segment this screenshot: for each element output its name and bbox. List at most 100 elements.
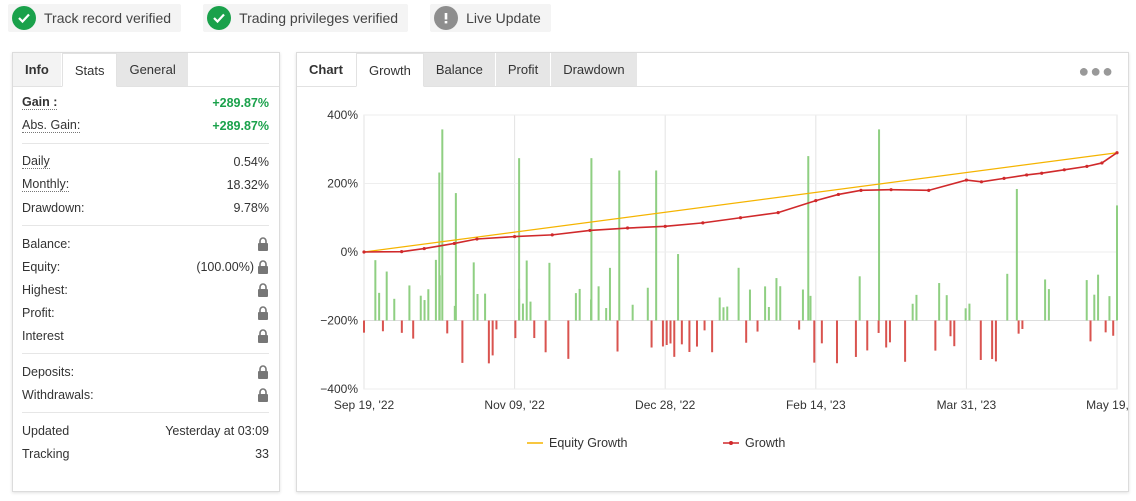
daily-loss-bar <box>885 320 888 348</box>
legend-label: Equity Growth <box>549 436 628 450</box>
tracking-row: Tracking 33 <box>22 442 269 465</box>
growth-point <box>452 241 456 246</box>
daily-loss-bar <box>446 320 449 334</box>
abs-gain-value: +289.87% <box>212 118 269 133</box>
gain-label[interactable]: Gain : <box>22 95 58 110</box>
updated-label: Updated <box>22 423 70 438</box>
daily-loss-bar <box>854 320 857 357</box>
daily-gain-bar <box>809 295 812 321</box>
daily-loss-bar <box>1112 320 1115 336</box>
abs-gain-label[interactable]: Abs. Gain: <box>22 118 81 133</box>
daily-gain-bar <box>385 271 388 321</box>
legend-label: Growth <box>745 436 785 450</box>
x-tick-label: Nov 09, '22 <box>484 398 545 412</box>
daily-loss-bar <box>1104 320 1107 333</box>
daily-loss-bar <box>835 320 838 364</box>
equity-row: Equity: (100.00%) <box>22 255 269 278</box>
daily-loss-bar <box>680 320 683 345</box>
daily-loss-bar <box>381 320 384 332</box>
daily-loss-bar <box>665 320 668 346</box>
updated-value: Yesterday at 03:09 <box>165 423 269 438</box>
daily-loss-bar <box>363 320 365 333</box>
tab-balance[interactable]: Balance <box>423 53 496 86</box>
tab-info[interactable]: Info <box>13 53 62 86</box>
more-options-icon[interactable]: ●●● <box>1078 61 1114 81</box>
monthly-label[interactable]: Monthly: <box>22 177 70 192</box>
daily-gain-bar <box>434 259 437 321</box>
growth-point <box>475 237 479 241</box>
growth-point <box>1002 176 1006 180</box>
daily-loss-bar <box>1017 320 1020 334</box>
daily-loss-bar <box>461 320 464 363</box>
deposits-row: Deposits: <box>22 360 269 383</box>
daily-loss-bar <box>567 320 570 359</box>
drawdown-value: 9.78% <box>233 200 269 215</box>
tab-growth[interactable]: Growth <box>355 53 424 87</box>
tab-general[interactable]: General <box>117 53 189 86</box>
growth-point <box>1040 171 1044 175</box>
daily-loss-bar <box>514 320 517 339</box>
growth-point <box>1085 164 1089 168</box>
y-tick-label: 200% <box>327 177 358 191</box>
growth-point <box>625 226 630 230</box>
daily-gain-bar <box>737 267 740 321</box>
daily-gain-bar <box>726 306 729 321</box>
deposits-label: Deposits: <box>22 364 75 379</box>
daily-gain-bar <box>1015 188 1018 321</box>
badge-label: Live Update <box>466 10 541 26</box>
daily-loss-bar <box>877 320 880 333</box>
daily-loss-bar <box>495 320 498 330</box>
daily-gain-bar <box>779 286 782 321</box>
daily-loss-bar <box>1021 320 1024 329</box>
tab-profit[interactable]: Profit <box>495 53 552 86</box>
daily-loss-bar <box>491 320 494 356</box>
exclamation-circle-icon <box>434 6 459 30</box>
daily-loss-bar <box>798 320 801 330</box>
daily-gain-bar <box>968 303 971 321</box>
daily-loss-bar <box>703 320 706 331</box>
daily-label[interactable]: Daily <box>22 154 50 169</box>
badge-track-record: Track record verified <box>8 4 182 32</box>
daily-loss-bar <box>934 320 937 351</box>
daily-row: Daily 0.54% <box>22 150 269 173</box>
stats-panel: Info Stats General Gain : +289.87% Abs. … <box>12 52 280 492</box>
interest-row: Interest <box>22 324 269 347</box>
daily-gain-bar <box>807 156 810 321</box>
daily-gain-bar <box>1047 289 1050 321</box>
withdrawals-row: Withdrawals: <box>22 383 269 406</box>
daily-gain-bar <box>590 158 593 321</box>
y-tick-label: 400% <box>327 108 358 122</box>
y-tick-label: −200% <box>320 314 358 328</box>
daily-gain-bar <box>938 283 941 321</box>
withdrawals-label: Withdrawals: <box>22 387 94 402</box>
daily-loss-bar <box>953 320 956 347</box>
lock-icon <box>258 328 268 343</box>
badge-label: Trading privileges verified <box>239 10 399 26</box>
daily-loss-bar <box>669 320 672 344</box>
tab-stats[interactable]: Stats <box>61 53 118 87</box>
daily-loss-bar <box>533 320 536 339</box>
growth-point <box>859 188 863 192</box>
abs-gain-row: Abs. Gain: +289.87% <box>22 114 269 137</box>
daily-gain-bar <box>605 308 608 321</box>
daily-gain-bar <box>945 295 948 321</box>
growth-point <box>836 192 840 197</box>
daily-gain-bar <box>646 287 649 321</box>
daily-gain-bar <box>574 293 577 321</box>
lock-icon <box>258 387 268 402</box>
highest-row: Highest: <box>22 278 269 301</box>
daily-gain-bar <box>1006 273 1009 321</box>
daily-gain-bar <box>878 129 881 321</box>
lock-icon <box>258 236 268 251</box>
daily-loss-bar <box>820 320 823 344</box>
x-tick-label: Mar 31, '23 <box>937 398 997 412</box>
daily-gain-bar <box>1085 280 1088 321</box>
daily-loss-bar <box>673 320 676 357</box>
tab-drawdown[interactable]: Drawdown <box>551 53 638 86</box>
growth-point <box>422 246 426 251</box>
daily-gain-bar <box>521 303 524 321</box>
tracking-value: 33 <box>255 446 269 461</box>
daily-gain-bar <box>1093 294 1096 321</box>
tab-chart[interactable]: Chart <box>297 53 356 86</box>
growth-point <box>663 224 667 228</box>
